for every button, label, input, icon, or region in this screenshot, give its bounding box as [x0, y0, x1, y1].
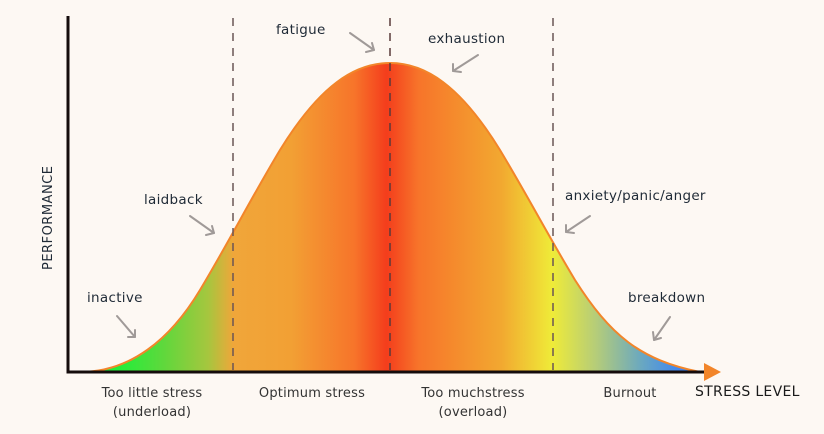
- arrow-anxiety-icon: [565, 215, 591, 234]
- category-underload-sub: (underload): [112, 405, 192, 420]
- category-underload: Too little stress (underload): [70, 384, 234, 422]
- arrow-fatigue-icon: [349, 32, 375, 53]
- x-axis-title: STRESS LEVEL: [695, 384, 800, 400]
- x-axis-arrow-icon: [704, 363, 721, 381]
- arrow-inactive-icon: [116, 315, 136, 338]
- arrow-exhaustion-icon: [452, 54, 479, 73]
- category-optimum: Optimum stress: [236, 384, 388, 403]
- category-underload-title: Too little stress: [101, 386, 203, 401]
- annotation-breakdown: breakdown: [628, 290, 706, 306]
- pointer-arrows: [116, 32, 671, 341]
- category-burnout-title: Burnout: [603, 386, 657, 401]
- annotation-inactive: inactive: [87, 290, 143, 306]
- annotation-anxiety: anxiety/panic/anger: [565, 188, 706, 204]
- arrow-laidback-icon: [189, 215, 215, 236]
- annotation-fatigue: fatigue: [276, 22, 326, 38]
- annotation-laidback: laidback: [144, 192, 203, 208]
- category-optimum-title: Optimum stress: [258, 386, 366, 401]
- category-overload-title: Too muchstress: [421, 386, 525, 401]
- category-overload-sub: (overload): [438, 405, 508, 420]
- y-axis-title: PERFORMANCE: [41, 165, 56, 270]
- category-overload: Too muchstress (overload): [393, 384, 553, 422]
- annotation-exhaustion: exhaustion: [428, 31, 506, 47]
- category-burnout: Burnout: [580, 384, 680, 403]
- arrow-breakdown-icon: [652, 316, 671, 341]
